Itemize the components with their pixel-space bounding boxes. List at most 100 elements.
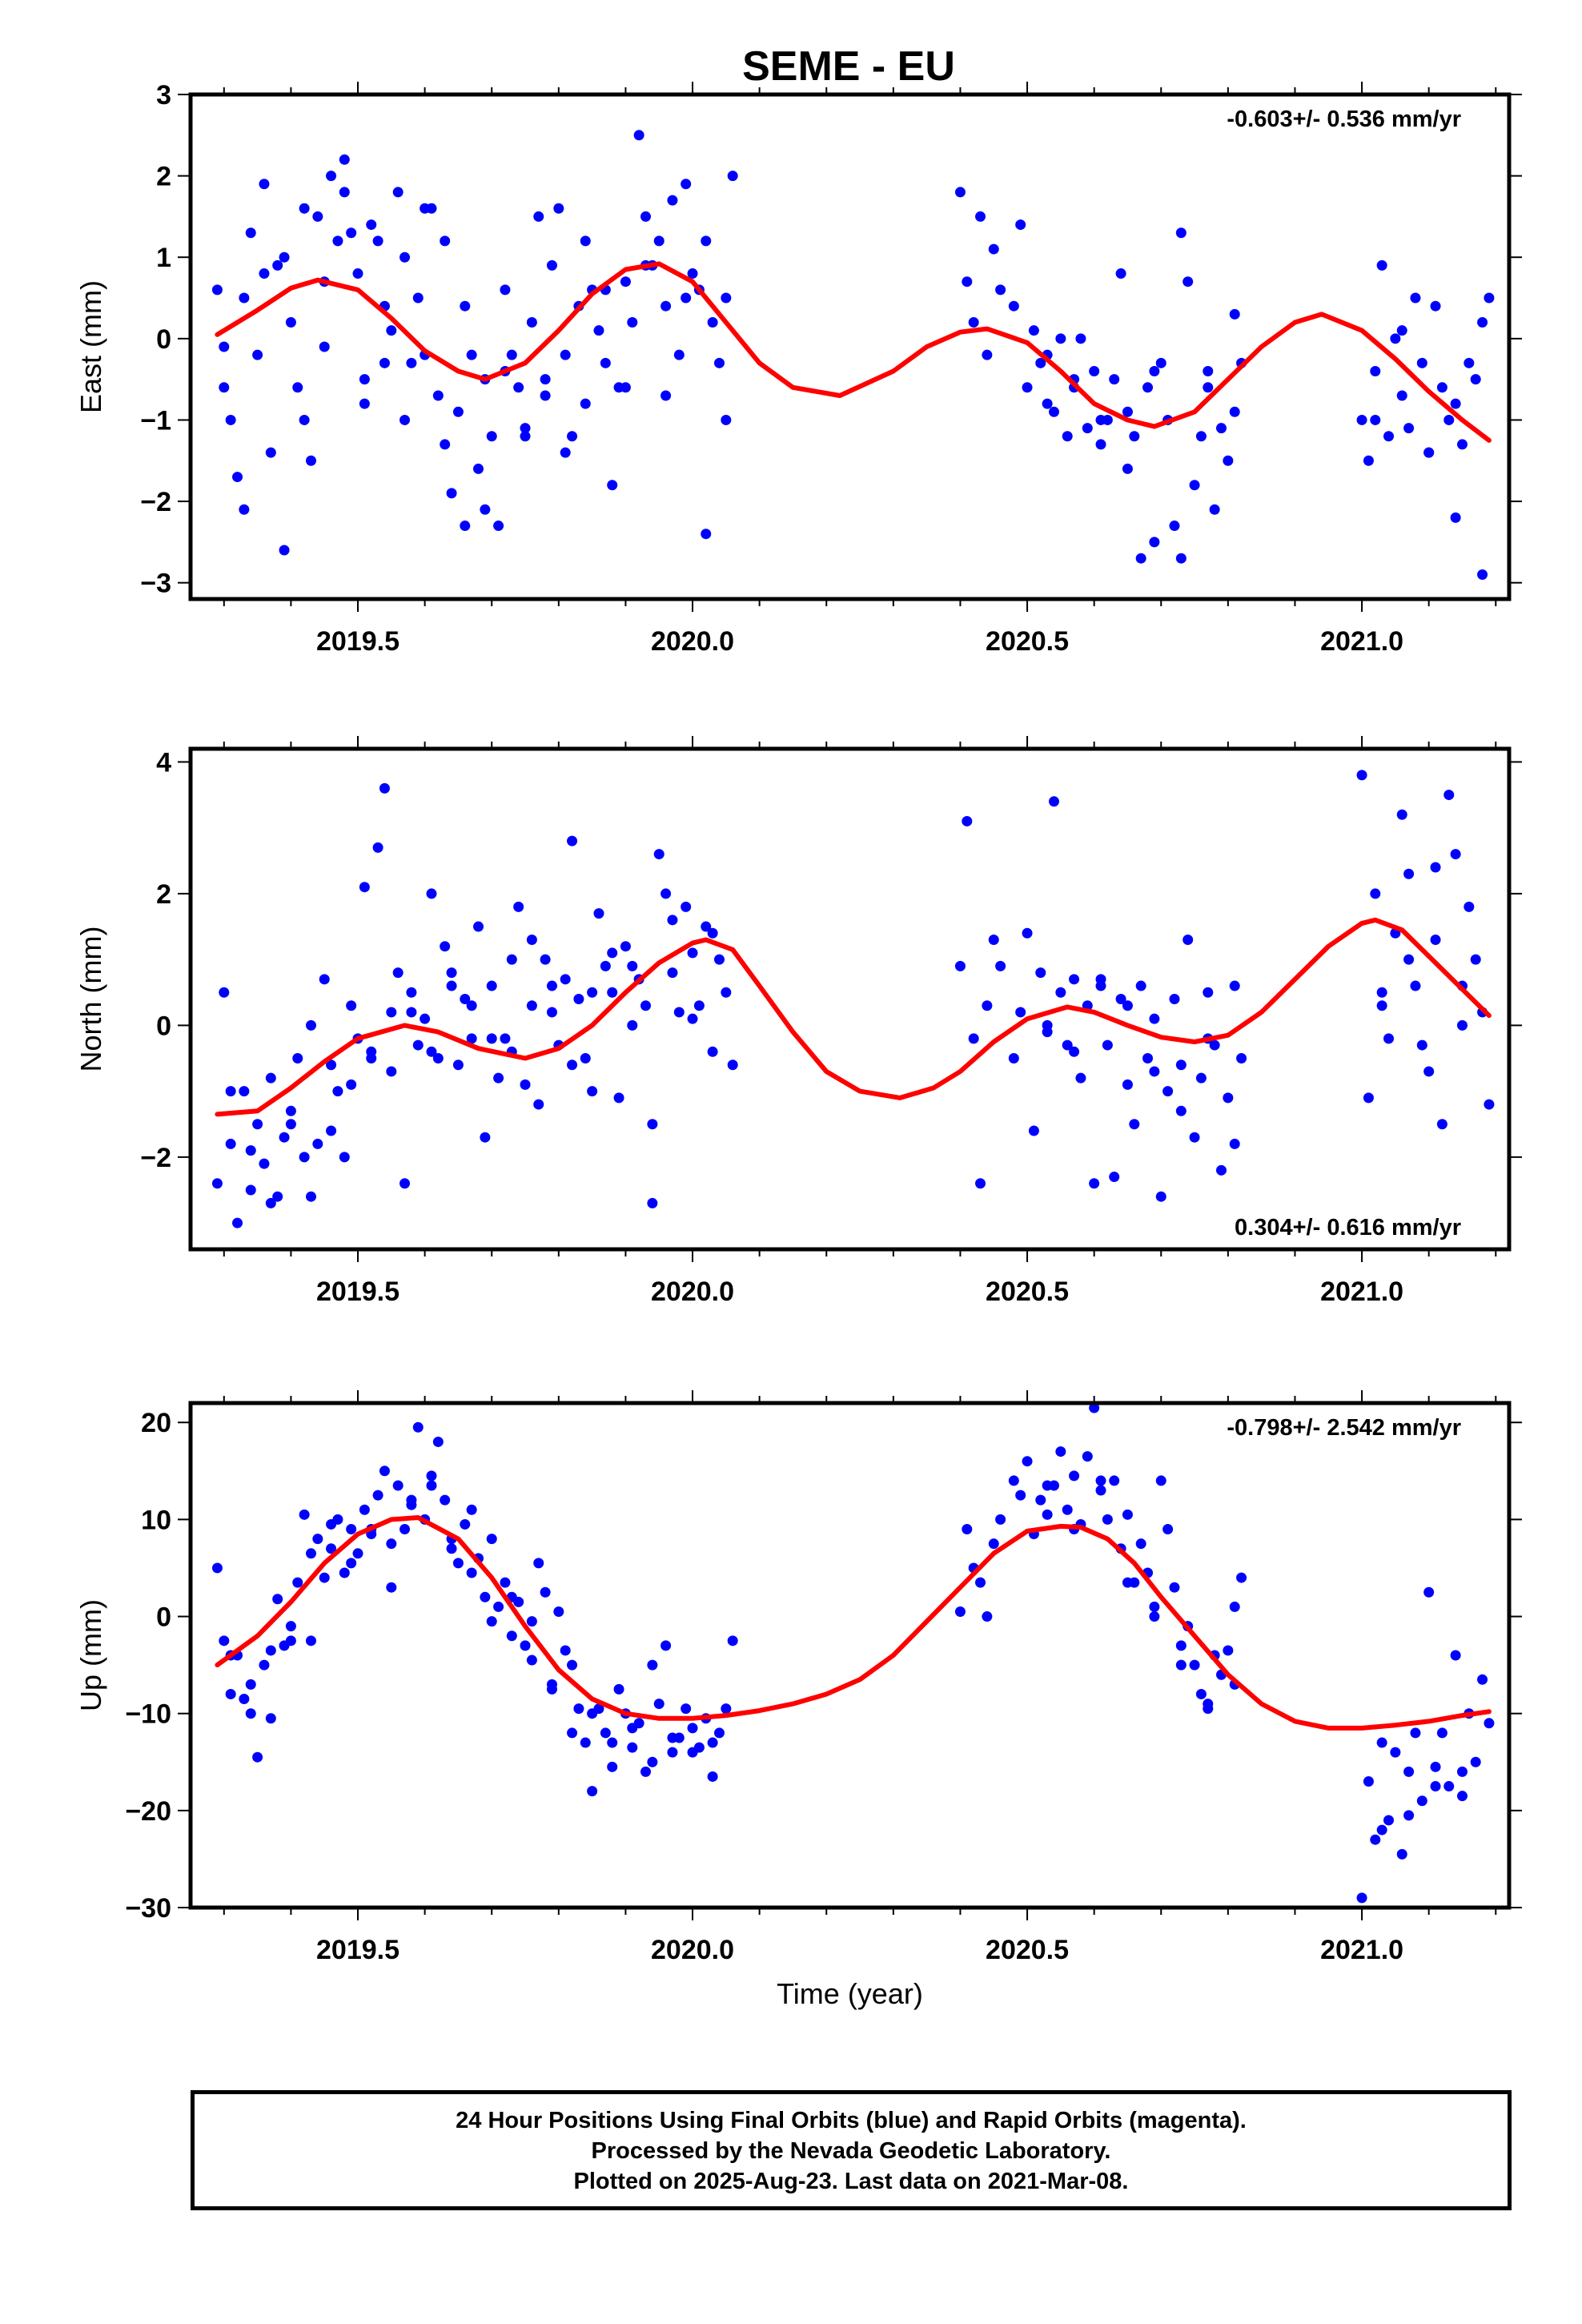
data-point: [707, 1737, 718, 1748]
data-point: [472, 463, 484, 474]
data-point: [279, 1132, 290, 1143]
data-point: [681, 1703, 692, 1715]
data-point: [627, 1723, 638, 1734]
data-point: [312, 1534, 323, 1545]
data-point: [299, 414, 310, 425]
data-point: [486, 1534, 497, 1545]
x-tick-label: 2019.5: [316, 626, 400, 657]
data-point: [1356, 770, 1367, 781]
data-point: [580, 1053, 591, 1064]
data-point: [1075, 1072, 1086, 1084]
data-point: [225, 1138, 236, 1149]
data-point: [480, 504, 491, 515]
data-point: [520, 423, 531, 434]
data-point: [627, 960, 638, 971]
y-tick-label: 10: [141, 1505, 171, 1535]
data-point: [1182, 934, 1194, 945]
fit-curve: [215, 917, 1492, 1117]
data-point: [1209, 504, 1220, 515]
data-point: [1423, 1066, 1435, 1077]
data-point: [386, 1007, 397, 1018]
data-point: [1396, 1848, 1407, 1860]
data-point: [500, 284, 511, 296]
data-point: [219, 382, 230, 393]
data-point: [285, 1635, 296, 1647]
data-point: [259, 1659, 270, 1671]
data-point: [995, 960, 1006, 971]
fit-curve: [215, 1515, 1492, 1731]
data-point: [379, 357, 390, 368]
data-point: [975, 211, 986, 222]
data-point: [232, 472, 243, 483]
data-point: [580, 398, 591, 409]
data-point: [219, 987, 230, 998]
data-point: [379, 1466, 390, 1477]
data-point: [1376, 1824, 1387, 1835]
data-point: [1370, 365, 1381, 376]
data-point: [1155, 357, 1166, 368]
data-point: [493, 1601, 504, 1612]
data-point: [452, 406, 464, 417]
data-point: [1149, 1611, 1160, 1622]
data-point: [540, 1586, 551, 1598]
data-point: [721, 1703, 732, 1715]
data-point: [567, 431, 578, 442]
data-point: [480, 1591, 491, 1602]
data-point: [225, 1688, 236, 1699]
data-point: [995, 284, 1006, 296]
data-point: [520, 1640, 531, 1651]
data-point: [299, 1509, 310, 1520]
data-point: [272, 1191, 283, 1202]
data-point: [219, 341, 230, 352]
data-point: [526, 1000, 537, 1011]
data-point: [647, 1119, 658, 1130]
data-point: [526, 317, 537, 328]
data-point: [1443, 414, 1455, 425]
data-point: [1464, 357, 1475, 368]
chart-panel-1: 2019.5 2020.0 2020.5 2021.0 −3 −2 −1 0 1 2 3 East (…: [74, 80, 1522, 657]
data-point: [1464, 901, 1475, 912]
y-tick-label: 20: [141, 1408, 171, 1438]
data-point: [299, 1152, 310, 1163]
data-point: [1396, 809, 1407, 820]
data-point: [533, 1099, 544, 1110]
data-point: [412, 292, 424, 304]
data-point: [727, 171, 738, 182]
data-point: [1142, 1053, 1154, 1064]
y-axis-label: Up (mm): [74, 1599, 107, 1711]
data-point: [1430, 1761, 1441, 1772]
data-point: [239, 292, 250, 304]
data-point: [1022, 927, 1033, 939]
data-point: [285, 317, 296, 328]
data-point: [440, 235, 451, 247]
data-point: [1122, 463, 1133, 474]
data-point: [1229, 308, 1240, 320]
data-point: [446, 980, 457, 991]
data-point: [1015, 1490, 1026, 1501]
data-point: [667, 967, 678, 979]
data-point: [560, 447, 571, 458]
data-point: [567, 1727, 578, 1739]
data-point: [432, 390, 444, 401]
data-point: [392, 967, 404, 979]
data-point: [211, 1562, 223, 1574]
data-point: [480, 1132, 491, 1143]
data-point: [305, 1019, 316, 1031]
data-point: [988, 1538, 999, 1550]
data-point: [560, 349, 571, 360]
data-point: [326, 1059, 337, 1071]
data-point: [352, 268, 363, 279]
data-point: [1095, 1475, 1106, 1486]
data-point: [245, 1679, 256, 1690]
data-point: [1042, 398, 1053, 409]
data-point: [1223, 455, 1234, 466]
data-point: [339, 187, 350, 198]
data-point: [673, 1007, 685, 1018]
data-point: [1450, 849, 1461, 860]
data-point: [446, 1543, 457, 1554]
data-point: [580, 1737, 591, 1748]
data-point: [968, 1033, 979, 1044]
data-point: [211, 284, 223, 296]
data-point: [265, 1072, 276, 1084]
data-point: [713, 954, 725, 965]
